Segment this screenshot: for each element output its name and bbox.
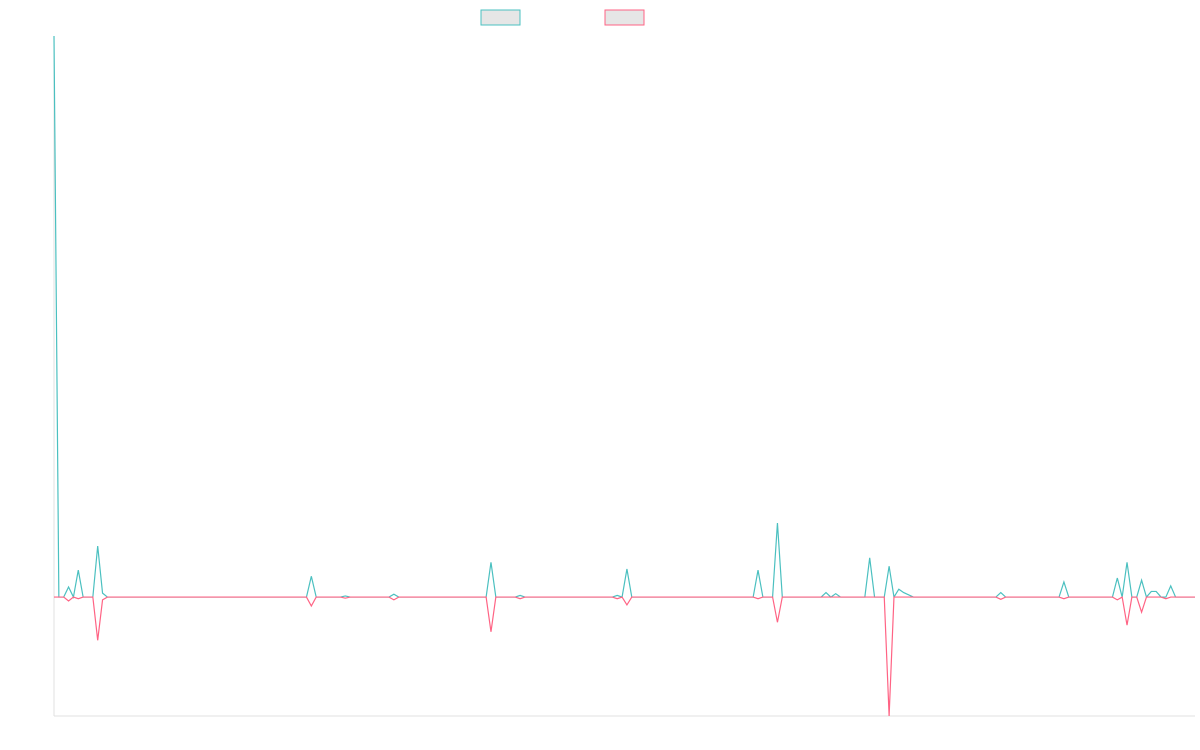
legend-swatch[interactable] [480, 9, 521, 26]
legend-swatch[interactable] [604, 9, 645, 26]
series-line [53, 35, 1195, 599]
series-line [54, 596, 1195, 717]
